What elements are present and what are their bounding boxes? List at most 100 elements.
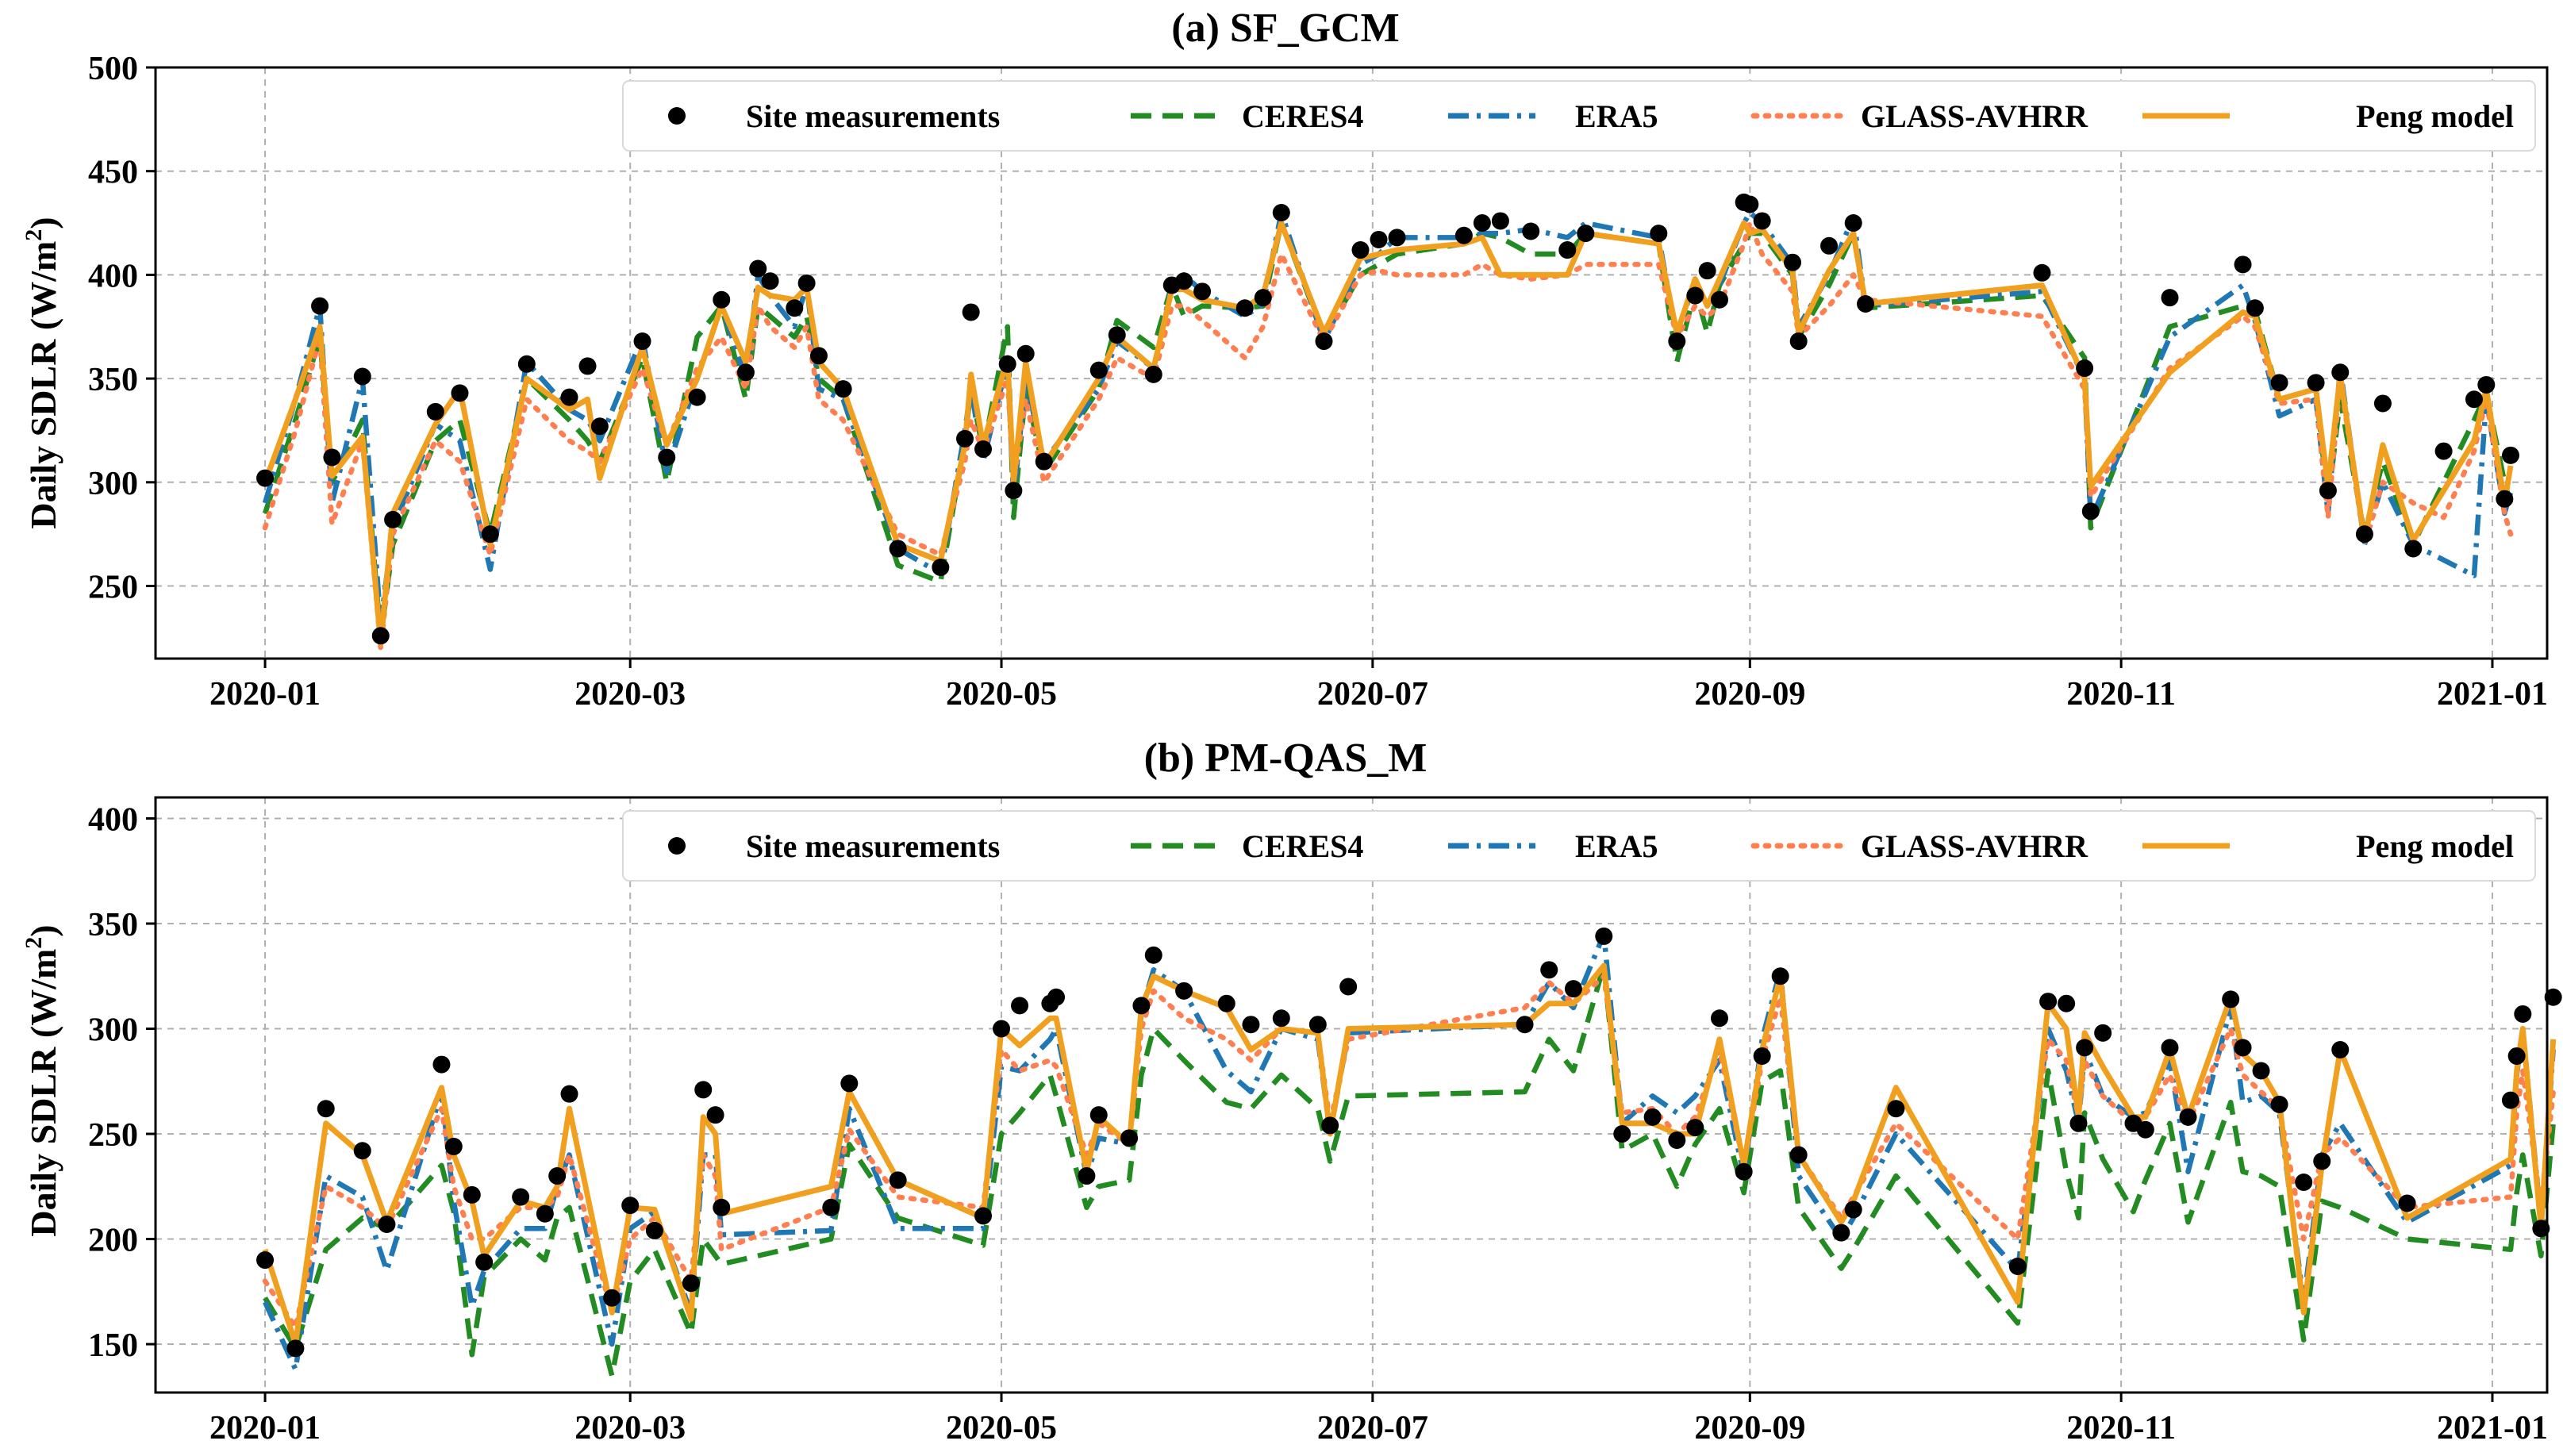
site-measurement-point	[2094, 1024, 2112, 1042]
site-measurement-point	[1710, 1009, 1728, 1028]
ylabel-suffix: )	[23, 217, 63, 229]
panel-b-ylabel: Daily SDLR (W/m2)	[21, 924, 63, 1236]
site-measurement-point	[1454, 226, 1473, 244]
y-tick-label: 350	[88, 362, 138, 398]
site-measurement-point	[2398, 1194, 2416, 1212]
site-measurement-point	[1175, 982, 1193, 1000]
site-measurement-point	[2008, 1257, 2027, 1275]
site-measurement-point	[1789, 332, 1808, 351]
panel-b: (b) PM-QAS_M Daily SDLR (W/m2) 2020-01 20…	[21, 736, 2562, 1446]
site-measurement-point	[323, 448, 341, 467]
site-measurement-point	[1016, 344, 1035, 363]
x-tick-label: 2020-01	[209, 676, 321, 713]
site-measurement-point	[1698, 262, 1716, 280]
legend-label-ceres4: CERES4	[1242, 98, 1363, 134]
site-measurement-point	[1108, 326, 1126, 344]
site-measurement-point	[444, 1137, 463, 1155]
site-measurement-point	[1308, 1016, 1327, 1034]
y-tick-label: 400	[88, 802, 138, 839]
site-measurement-point	[1540, 961, 1558, 979]
site-measurement-point	[2477, 375, 2496, 394]
site-measurement-point	[1388, 229, 1406, 247]
site-measurement-point	[1011, 997, 1029, 1015]
site-measurement-point	[1595, 927, 1613, 945]
x-tick-label: 2020-09	[1694, 676, 1805, 713]
site-measurement-point	[548, 1167, 567, 1185]
site-measurement-point	[1844, 214, 1862, 232]
site-measurement-point	[536, 1204, 554, 1223]
site-measurement-point	[1144, 946, 1162, 964]
site-measurement-point	[1242, 1016, 1260, 1034]
site-measurement-point	[560, 1085, 578, 1103]
y-tick-label: 250	[88, 1117, 138, 1154]
site-measurement-point	[1668, 1131, 1686, 1149]
site-measurement-point	[956, 429, 974, 448]
site-measurement-point	[645, 1221, 663, 1239]
y-tick-label: 500	[88, 51, 138, 87]
panel-b-ticks: 2020-01 2020-03 2020-05 2020-07 2020-09 2020-…	[88, 802, 2548, 1446]
site-measurement-point	[1047, 988, 1066, 1006]
panel-a-title: (a) SF_GCM	[1171, 6, 1399, 51]
site-measurement-point	[2514, 1005, 2532, 1023]
site-measurement-point	[1005, 482, 1023, 500]
site-measurement-point	[2076, 1039, 2094, 1057]
site-measurement-point	[1321, 1116, 1339, 1135]
site-measurement-point	[1089, 1106, 1108, 1124]
site-measurement-point	[1668, 332, 1686, 351]
site-measurement-point	[353, 1142, 371, 1160]
site-measurement-point	[706, 1106, 724, 1124]
site-measurement-point	[1370, 230, 1388, 248]
y-tick-label: 200	[88, 1223, 138, 1259]
site-measurement-point	[384, 510, 402, 528]
site-measurement-point	[1686, 1119, 1704, 1137]
site-measurement-point	[2501, 1091, 2519, 1109]
site-measurement-point	[2033, 263, 2051, 282]
site-measurement-point	[512, 1188, 530, 1206]
y-tick-label: 250	[88, 570, 138, 606]
ylabel-suffix: )	[23, 924, 63, 936]
site-measurement-point	[889, 540, 907, 558]
site-measurement-point	[2404, 540, 2423, 558]
site-measurement-point	[1844, 1201, 1862, 1219]
site-measurement-point	[1753, 212, 1771, 230]
site-measurement-point	[993, 1020, 1011, 1038]
panel-b-legend-box	[622, 810, 2536, 882]
site-measurement-point	[1643, 1108, 1662, 1126]
x-tick-label: 2021-01	[2437, 1410, 2548, 1446]
x-tick-label: 2020-03	[574, 676, 686, 713]
site-measurement-point	[797, 274, 816, 292]
x-tick-label: 2020-07	[1317, 676, 1428, 713]
x-tick-label: 2020-07	[1317, 1410, 1428, 1446]
site-measurement-point	[840, 1074, 859, 1093]
legend-label-glass-avhrr: GLASS-AVHRR	[1861, 828, 2088, 864]
site-measurement-point	[286, 1339, 305, 1358]
site-measurement-point	[2252, 1062, 2270, 1080]
site-measurement-point	[809, 347, 828, 365]
site-measurement-point	[517, 355, 536, 373]
site-measurement-point	[2179, 1108, 2197, 1126]
site-measurement-point	[2234, 1039, 2252, 1057]
site-measurement-point	[2161, 1039, 2179, 1057]
site-measurement-point	[1217, 994, 1235, 1012]
site-measurement-point	[463, 1185, 481, 1204]
site-measurement-point	[1784, 253, 1802, 271]
site-measurement-point	[1832, 1224, 1850, 1242]
ylabel-superscript: 2	[21, 937, 47, 949]
panel-b-axes-frame	[154, 796, 2549, 1394]
site-measurement-point	[1820, 236, 1839, 255]
site-measurement-point	[1193, 282, 1212, 301]
site-measurement-point	[256, 469, 275, 487]
ylabel-superscript: 2	[21, 229, 47, 241]
site-measurement-point	[481, 525, 499, 544]
site-measurement-point	[1491, 212, 1509, 230]
site-measurement-point	[1144, 365, 1162, 383]
site-measurement-point	[2313, 1152, 2331, 1170]
site-measurement-point	[1473, 214, 1491, 232]
site-measurement-point	[2434, 442, 2453, 460]
site-measurement-point	[1175, 272, 1193, 290]
site-measurement-point	[1120, 1129, 1139, 1147]
legend-label-era5: ERA5	[1575, 828, 1658, 864]
site-measurement-point	[353, 367, 371, 386]
site-measurement-point	[1254, 289, 1272, 307]
